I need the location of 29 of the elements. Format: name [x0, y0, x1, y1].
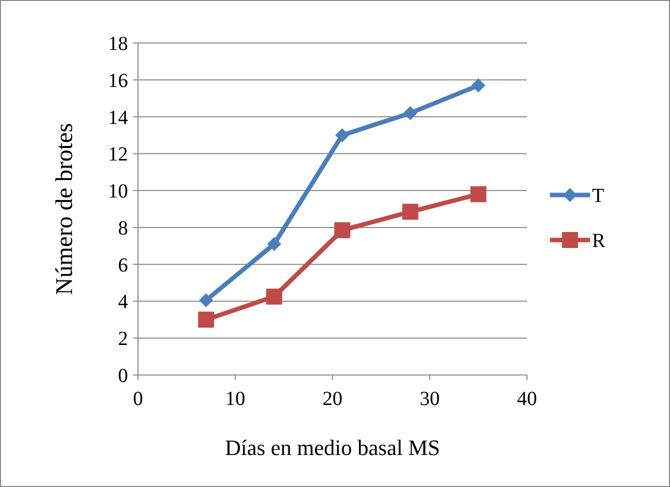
y-tick-label: 10 — [108, 180, 128, 203]
x-tick-label: 30 — [420, 388, 440, 410]
x-tick-label: 40 — [517, 388, 537, 410]
x-tick-label: 20 — [322, 388, 342, 410]
y-tick-label: 2 — [118, 328, 128, 350]
y-tick-label: 14 — [108, 106, 128, 129]
point — [266, 288, 282, 305]
point — [335, 128, 350, 142]
legend-label: R — [592, 230, 606, 252]
point — [470, 186, 486, 202]
y-axis-title: Número de brotes — [52, 123, 78, 295]
point — [403, 106, 418, 120]
y-tick-label: 18 — [108, 33, 128, 55]
y-tick-label: 8 — [118, 217, 128, 240]
point — [198, 312, 214, 328]
y-tick-label: 0 — [118, 365, 128, 387]
point — [402, 204, 418, 220]
point — [334, 222, 350, 238]
y-tick-label: 12 — [108, 144, 128, 166]
x-axis-title: Días en medio basal MS — [224, 435, 440, 460]
x-tick-label: 10 — [225, 388, 246, 410]
x-tick-label: 0 — [133, 388, 143, 410]
y-tick-label: 4 — [118, 291, 128, 314]
y-tick-label: 6 — [118, 254, 128, 276]
y-tick-label: 16 — [108, 70, 128, 92]
point — [267, 237, 282, 252]
point — [199, 293, 214, 308]
point — [471, 78, 486, 92]
legend-label: T — [592, 185, 604, 207]
